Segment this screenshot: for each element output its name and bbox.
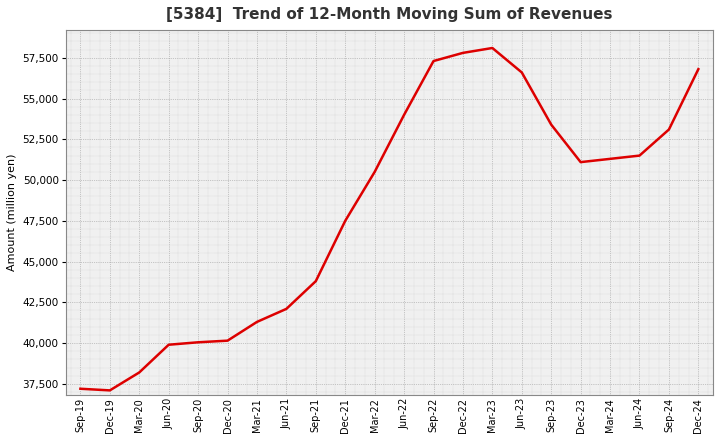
- Title: [5384]  Trend of 12-Month Moving Sum of Revenues: [5384] Trend of 12-Month Moving Sum of R…: [166, 7, 613, 22]
- Y-axis label: Amount (million yen): Amount (million yen): [7, 154, 17, 271]
